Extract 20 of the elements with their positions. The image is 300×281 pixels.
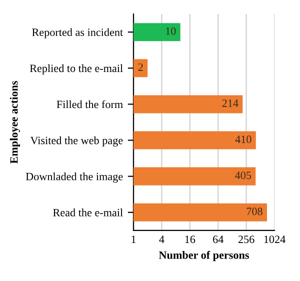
data-label: 405 <box>235 172 252 180</box>
x-tick-label: 1024 <box>264 236 286 244</box>
x-axis-title: Number of persons <box>158 250 249 262</box>
data-label: 214 <box>222 100 238 107</box>
y-tick-label: Visited the web page <box>30 136 123 147</box>
data-label: 708 <box>246 208 262 216</box>
data-label: 10 <box>166 27 176 35</box>
data-label: 410 <box>235 136 252 144</box>
x-tick-label: 16 <box>185 236 196 244</box>
data-label: 2 <box>138 63 143 71</box>
y-tick-label: Replied to the e-mail <box>30 64 123 74</box>
x-tick-label: 64 <box>213 236 224 244</box>
y-tick-label: Read the e-mail <box>53 208 123 216</box>
x-tick-label: 4 <box>159 236 164 243</box>
y-tick-label: Reported as incident <box>32 28 124 38</box>
y-axis-title: Employee actions <box>10 81 20 164</box>
y-tick-label: Downladed the image <box>26 172 123 183</box>
x-tick-label: 1 <box>132 236 136 243</box>
x-tick-label: 256 <box>238 236 254 244</box>
y-tick-label: Filled the form <box>56 100 123 108</box>
